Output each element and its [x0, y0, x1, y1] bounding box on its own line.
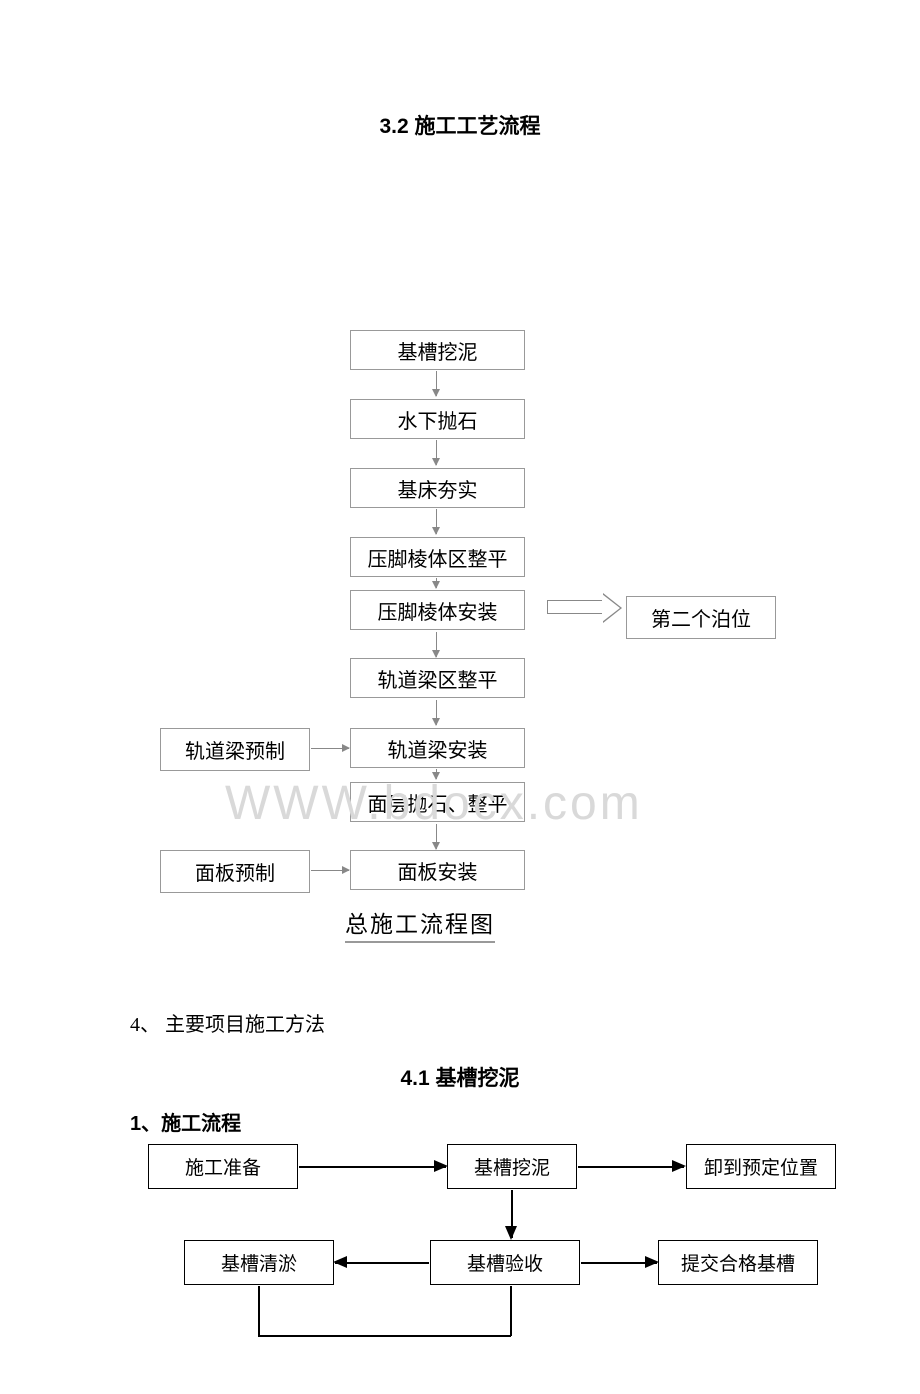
node-accept: 基槽验收	[430, 1240, 580, 1285]
arrow-down	[436, 700, 437, 725]
node-panel-prefab: 面板预制	[160, 850, 310, 893]
line-v	[258, 1286, 260, 1336]
section-4-intro: 4、 主要项目施工方法	[130, 1008, 920, 1037]
node-submit: 提交合格基槽	[658, 1240, 818, 1285]
node-panel-install: 面板安装	[350, 850, 525, 890]
arrow-right	[311, 870, 349, 871]
arrow-right	[311, 748, 349, 749]
node-surface-riprap: 面层抛石、整平	[350, 782, 525, 822]
arrow-down	[436, 769, 437, 779]
line-v	[510, 1286, 512, 1336]
arrow-down	[436, 509, 437, 534]
node-prism-install: 压脚棱体安装	[350, 590, 525, 630]
node-prism-level: 压脚棱体区整平	[350, 537, 525, 577]
node-unload: 卸到预定位置	[686, 1144, 836, 1189]
node-construction-prep: 施工准备	[148, 1144, 298, 1189]
arrow-down	[436, 824, 437, 849]
arrow-down	[436, 578, 437, 588]
process-flow-diagram-1: 基槽挖泥 水下抛石 基床夯实 压脚棱体区整平 压脚棱体安装 轨道梁区整平 轨道梁…	[0, 170, 920, 890]
section-3-2-title: 3.2 施工工艺流程	[0, 110, 920, 140]
arrow-down	[511, 1190, 513, 1238]
arrow-down	[436, 440, 437, 465]
node-underwater-riprap: 水下抛石	[350, 399, 525, 439]
process-flow-diagram-2: 施工准备 基槽挖泥 卸到预定位置 基槽清淤 基槽验收 提交合格基槽	[0, 1144, 920, 1394]
arrow-left	[335, 1262, 429, 1264]
node-excavate-mud: 基槽挖泥	[350, 330, 525, 370]
section-4-1-title: 4.1 基槽挖泥	[0, 1062, 920, 1092]
node-track-beam-install: 轨道梁安装	[350, 728, 525, 768]
node-track-beam-level: 轨道梁区整平	[350, 658, 525, 698]
diagram-1-caption: 总施工流程图	[345, 905, 495, 943]
section-4-1-sub: 1、施工流程	[130, 1107, 920, 1136]
arrow-right	[299, 1166, 446, 1168]
line-h	[258, 1335, 511, 1337]
arrow-down	[436, 632, 437, 657]
node-second-berth: 第二个泊位	[626, 596, 776, 639]
outline-arrow-right	[547, 600, 602, 614]
arrow-right	[581, 1262, 657, 1264]
arrow-down	[436, 371, 437, 396]
node-dredge: 基槽清淤	[184, 1240, 334, 1285]
node-bed-compaction: 基床夯实	[350, 468, 525, 508]
node-track-beam-prefab: 轨道梁预制	[160, 728, 310, 771]
node-excavate: 基槽挖泥	[447, 1144, 577, 1189]
arrow-right	[578, 1166, 684, 1168]
